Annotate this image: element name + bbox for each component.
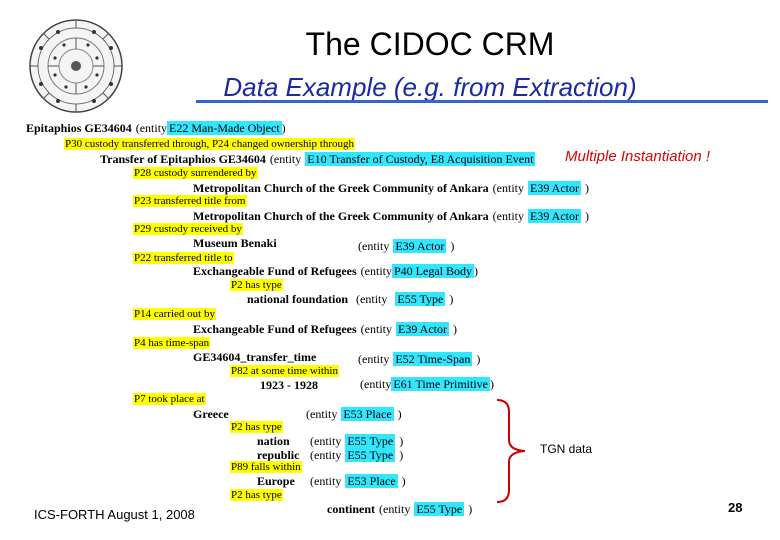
entity-class-group: (entity E55 Type ) (310, 448, 404, 462)
root-entity-label: Epitaphios GE34604 (26, 121, 132, 135)
entity-class: E55 Type (414, 502, 465, 516)
entity-class-group: (entity E53 Place ) (310, 474, 406, 488)
root-entity-prefix: (entity (135, 121, 168, 135)
entity-class-group: (entity E55 Type ) (310, 434, 404, 448)
entity-class: E53 Place (345, 474, 398, 488)
entity-class-group: (entity E39 Actor ) (358, 239, 455, 253)
entity-class: P40 Legal Body (392, 264, 474, 278)
entity-class: E61 Time Primitive (391, 377, 491, 391)
property-label: P28 custody surrendered by (133, 167, 258, 179)
entity-label: Europe (257, 474, 295, 488)
entity-class: E55 Type (345, 434, 396, 448)
entity-class: E55 Type (395, 292, 446, 306)
entity-label: 1923 - 1928 (260, 378, 318, 392)
property-label: P4 has time-span (133, 337, 211, 349)
entity-row: continent (entity E55 Type ) (327, 502, 473, 516)
phaistos-disc-logo (29, 19, 123, 113)
property-label: P2 has type (230, 421, 283, 433)
property-label: P2 has type (230, 489, 283, 501)
property-label: P22 transferred title to (133, 252, 234, 264)
property-label: P7 took place at (133, 393, 206, 405)
transfer-entity-label: Transfer of Epitaphios GE34604 (100, 152, 266, 166)
transfer-entity-row: Transfer of Epitaphios GE34604 (entity E… (100, 152, 536, 166)
entity-row: Exchangeable Fund of Refugees (entity E3… (193, 322, 457, 336)
title-underline (196, 100, 768, 103)
property-label: P82 at some time within (230, 365, 339, 377)
entity-label: nation (257, 434, 290, 448)
root-entity-row: Epitaphios GE34604 (entity E22 Man-Made O… (26, 119, 286, 137)
property-label: P89 falls within (230, 461, 302, 473)
tgn-brace (496, 399, 526, 503)
property-label: P29 custody received by (133, 223, 243, 235)
entity-class: E39 Actor (528, 181, 581, 195)
entity-label: Greece (193, 407, 229, 421)
root-entity-suffix: ) (281, 121, 286, 135)
entity-class: E52 Time-Span (393, 352, 473, 366)
footer-text: ICS-FORTH August 1, 2008 (34, 507, 195, 522)
entity-row: Metropolitan Church of the Greek Communi… (193, 181, 589, 195)
page-subtitle: Data Example (e.g. from Extraction) (223, 72, 637, 102)
entity-class: E55 Type (345, 448, 396, 462)
entity-class-group: (entity E61 Time Primitive) (360, 377, 495, 391)
entity-label: GE34604_transfer_time (193, 350, 317, 364)
transfer-entity-class: E10 Transfer of Custody, E8 Acquisition … (305, 152, 536, 166)
entity-row: national foundation (entity E55 Type ) (247, 292, 454, 306)
entity-class: E39 Actor (393, 239, 447, 253)
entity-row: Metropolitan Church of the Greek Communi… (193, 209, 589, 223)
entity-row: Exchangeable Fund of Refugees (entity P40… (193, 264, 478, 278)
multiple-instantiation-note: Multiple Instantiation ! (565, 148, 711, 165)
page-title: The CIDOC CRM (305, 26, 555, 62)
property-label: P14 carried out by (133, 308, 216, 320)
entity-label: Museum Benaki (193, 236, 277, 250)
entity-class-group: (entity E53 Place ) (306, 407, 402, 421)
page-number: 28 (728, 500, 743, 515)
property-label: P23 transferred title from (133, 195, 247, 207)
transfer-properties: P30 custody transferred through, P24 cha… (64, 138, 356, 150)
property-label: P2 has type (230, 279, 283, 291)
entity-class-group: (entity E52 Time-Span ) (358, 352, 481, 366)
entity-label: republic (257, 448, 300, 462)
root-entity-class: E22 Man-Made Object (167, 121, 282, 135)
tgn-data-label: TGN data (540, 442, 593, 456)
entity-class: E39 Actor (396, 322, 449, 336)
entity-class: E53 Place (341, 407, 394, 421)
entity-class: E39 Actor (528, 209, 581, 223)
